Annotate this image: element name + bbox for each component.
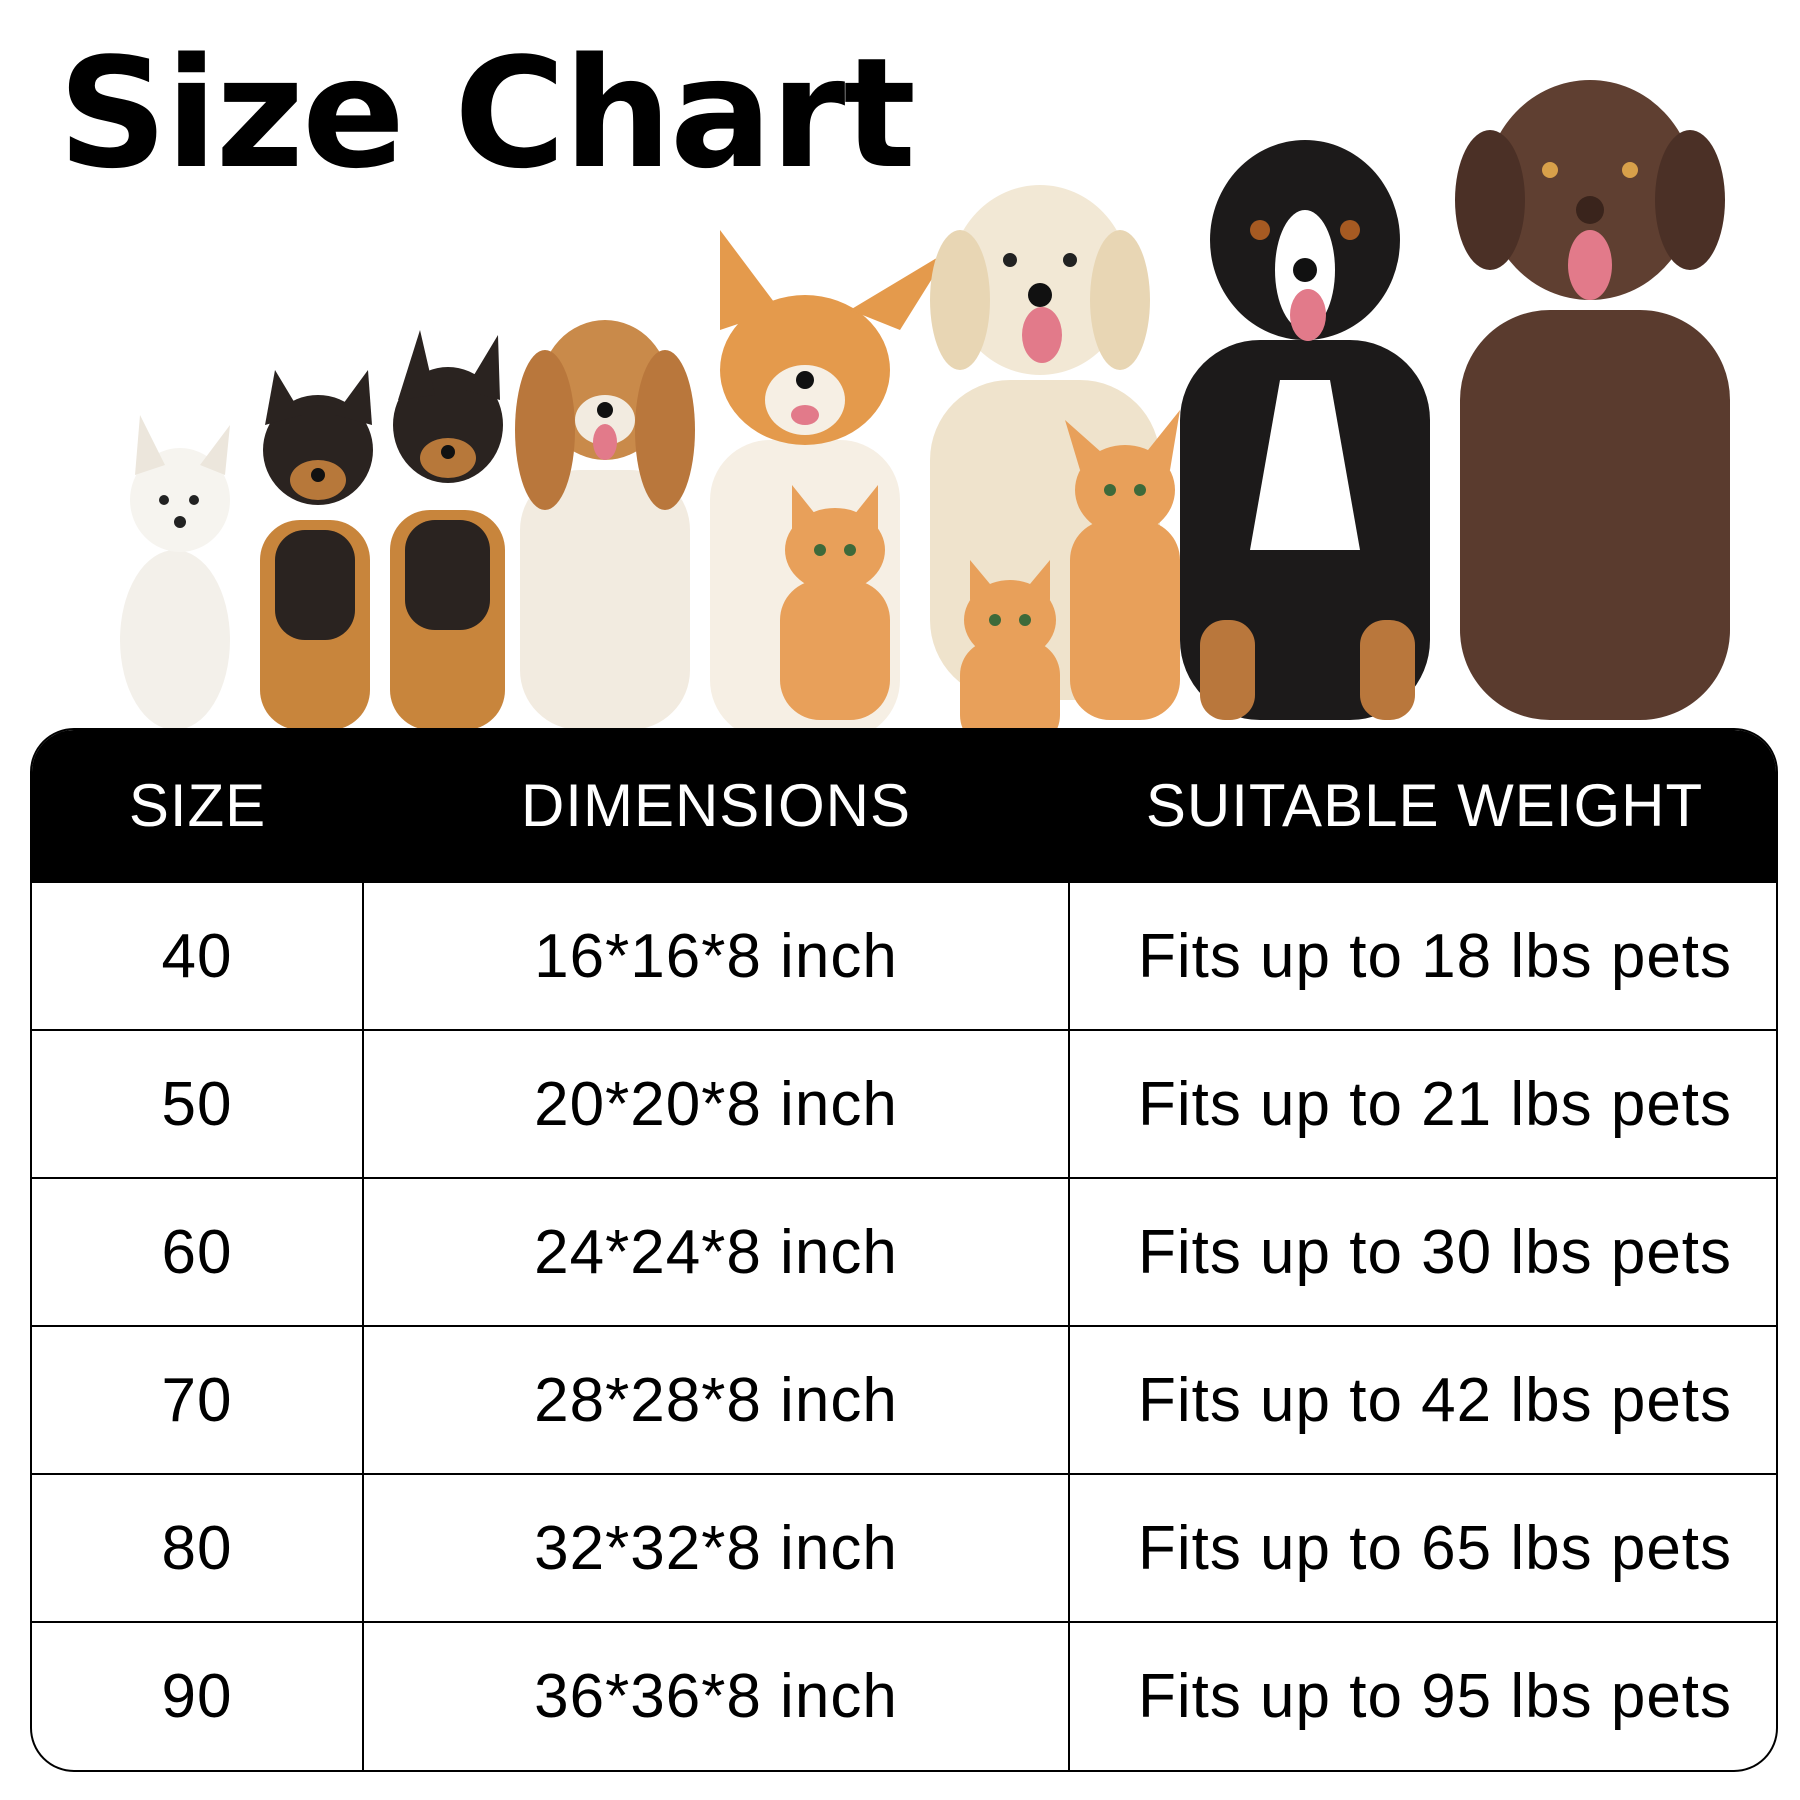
- size-cell: 40: [32, 881, 363, 1030]
- page-title: Size Chart: [58, 25, 916, 202]
- header-size: SIZE: [128, 772, 267, 839]
- spaniel-dog-icon: [515, 320, 695, 730]
- white-puppy-icon: [120, 415, 230, 730]
- shepherd-puppy-icon: [260, 370, 373, 730]
- size-cell: 50: [32, 1029, 363, 1178]
- weight-cell: Fits up to 18 lbs pets: [1068, 881, 1776, 1030]
- dimensions-cell: 20*20*8 inch: [362, 1029, 1069, 1178]
- golden-retriever-icon: [930, 185, 1160, 700]
- table-row: 40 16*16*8 inch Fits up to 18 lbs pets: [32, 881, 1776, 1030]
- weight-cell: Fits up to 21 lbs pets: [1068, 1029, 1776, 1178]
- weight-cell: Fits up to 30 lbs pets: [1068, 1177, 1776, 1326]
- bernese-dog-icon: [1180, 140, 1430, 720]
- dimensions-cell: 16*16*8 inch: [362, 881, 1069, 1030]
- shepherd-puppy-icon: [390, 330, 505, 730]
- pets-illustration: [120, 80, 1730, 750]
- weight-cell: Fits up to 95 lbs pets: [1068, 1621, 1776, 1770]
- dimensions-cell: 28*28*8 inch: [362, 1325, 1069, 1474]
- table-row: 50 20*20*8 inch Fits up to 21 lbs pets: [32, 1029, 1776, 1178]
- kitten-icon: [1065, 410, 1180, 720]
- table-row: 90 36*36*8 inch Fits up to 95 lbs pets: [32, 1621, 1776, 1770]
- kitten-icon: [780, 485, 890, 720]
- weight-cell: Fits up to 42 lbs pets: [1068, 1325, 1776, 1474]
- dimensions-cell: 36*36*8 inch: [362, 1621, 1069, 1770]
- size-cell: 80: [32, 1473, 363, 1622]
- size-cell: 90: [32, 1621, 363, 1770]
- header-dimensions: DIMENSIONS: [520, 772, 912, 839]
- dimensions-cell: 32*32*8 inch: [362, 1473, 1069, 1622]
- kitten-icon: [960, 560, 1060, 750]
- header-suitable-weight: SUITABLE WEIGHT: [1145, 772, 1704, 839]
- table-row: 60 24*24*8 inch Fits up to 30 lbs pets: [32, 1177, 1776, 1326]
- chocolate-lab-icon: [1455, 80, 1730, 720]
- table-row: 70 28*28*8 inch Fits up to 42 lbs pets: [32, 1325, 1776, 1474]
- size-table: SIZE DIMENSIONS SUITABLE WEIGHT 40 16*16…: [30, 728, 1778, 1772]
- size-cell: 60: [32, 1177, 363, 1326]
- table-header-row: SIZE DIMENSIONS SUITABLE WEIGHT: [32, 730, 1776, 882]
- size-cell: 70: [32, 1325, 363, 1474]
- dimensions-cell: 24*24*8 inch: [362, 1177, 1069, 1326]
- weight-cell: Fits up to 65 lbs pets: [1068, 1473, 1776, 1622]
- table-row: 80 32*32*8 inch Fits up to 65 lbs pets: [32, 1473, 1776, 1622]
